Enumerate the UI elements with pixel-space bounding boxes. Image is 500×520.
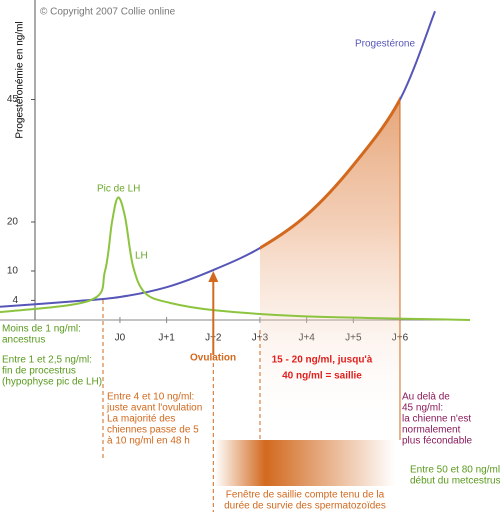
- annotation: 40 ng/ml = saillie: [282, 371, 362, 382]
- y-axis-label: Progestéronémie en ng/ml: [15, 21, 26, 138]
- window-area: [259, 99, 400, 440]
- annotation: Fenêtre de saillie compte tenu de la: [226, 490, 385, 501]
- window-curve: [259, 96, 400, 250]
- window-band: [215, 440, 395, 486]
- annotation: fin de procestrus: [2, 366, 76, 377]
- y-tick-label: 45: [7, 94, 19, 105]
- annotation: Entre 50 et 80 ng/ml:: [410, 465, 500, 476]
- annotation: Au delà de: [402, 392, 450, 403]
- annotation: © Copyright 2007 Collie online: [40, 7, 176, 18]
- annotation: Entre 4 et 10 ng/ml:: [107, 392, 194, 403]
- annotation: Entre 1 et 2,5 ng/ml:: [2, 355, 92, 366]
- annotation: plus fécondable: [402, 436, 472, 447]
- annotation: 45 ng/ml:: [402, 403, 443, 414]
- annotation: juste avant l'ovulation: [106, 403, 202, 414]
- annotation: chiennes passe de 5: [107, 425, 199, 436]
- y-tick-label: 4: [12, 295, 18, 306]
- annotation: ancestrus: [2, 335, 45, 346]
- x-tick-label: J0: [115, 333, 126, 344]
- annotation: la chienne n'est: [402, 414, 471, 425]
- y-tick-label: 20: [7, 217, 19, 228]
- annotation: Moins de 1 ng/ml:: [2, 324, 81, 335]
- annotation: à 10 ng/ml en 48 h: [107, 436, 190, 447]
- y-tick-label: 10: [7, 266, 19, 277]
- annotation: Ovulation: [190, 353, 236, 364]
- annotation: (hypophyse pic de LH): [2, 377, 102, 388]
- x-tick-label: J+1: [158, 333, 175, 344]
- annotation: normalement: [402, 425, 461, 436]
- annotation: durée de survie des spermatozoïdes: [224, 501, 386, 512]
- series-line: [0, 196, 471, 321]
- annotation: Pic de LH: [97, 184, 140, 195]
- annotation: 15 - 20 ng/ml, jusqu'à: [272, 355, 373, 366]
- series-label: Progestérone: [355, 39, 415, 50]
- annotation: La majorité des: [107, 414, 175, 425]
- arrow-head: [208, 271, 219, 282]
- series-label: LH: [135, 251, 148, 262]
- annotation: début du metcestrus: [410, 476, 500, 487]
